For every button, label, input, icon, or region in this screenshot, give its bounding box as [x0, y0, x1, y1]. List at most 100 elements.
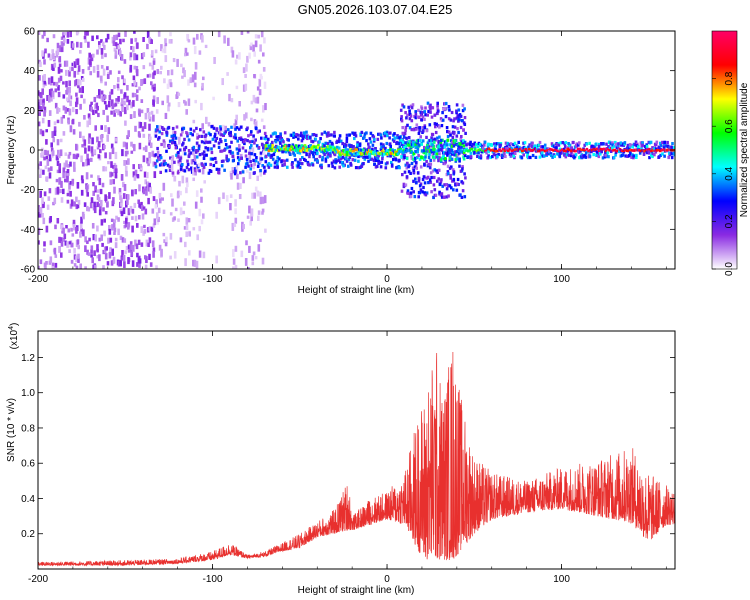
heatmap-cell [661, 140, 664, 144]
heatmap-cell [137, 199, 140, 204]
heatmap-cell [195, 260, 199, 269]
heatmap-cell [192, 148, 195, 156]
heatmap-cell [116, 83, 120, 89]
heatmap-cell [69, 181, 73, 185]
heatmap-cell [234, 133, 237, 137]
heatmap-cell [119, 208, 123, 213]
heatmap-cell [138, 258, 142, 264]
heatmap-cell [250, 208, 254, 217]
heatmap-cell [229, 149, 232, 153]
heatmap-cell [545, 152, 548, 156]
heatmap-cell [160, 44, 163, 52]
heatmap-cell [451, 179, 454, 183]
heatmap-cell [102, 68, 106, 76]
heatmap-cell [386, 133, 389, 137]
heatmap-cell [144, 145, 148, 152]
heatmap-cell [53, 130, 57, 136]
heatmap-cell [179, 207, 183, 216]
heatmap-cell [142, 133, 146, 138]
heatmap-cell [42, 217, 46, 225]
heatmap-cell [462, 139, 465, 143]
heatmap-cell [251, 192, 254, 199]
heatmap-cell [363, 135, 366, 139]
heatmap-cell [235, 85, 239, 90]
heatmap-cell [129, 114, 133, 120]
heatmap-cell [91, 223, 95, 229]
heatmap-cell [54, 224, 57, 230]
heatmap-cell [108, 100, 111, 108]
heatmap-cell [108, 152, 112, 160]
heatmap-cell [448, 156, 452, 160]
heatmap-cell [102, 109, 105, 115]
heatmap-cell [174, 207, 178, 212]
heatmap-cell [58, 236, 61, 243]
heatmap-cell [167, 102, 171, 107]
heatmap-cell [246, 31, 250, 34]
heatmap-cell [261, 196, 265, 204]
heatmap-cell [308, 163, 311, 167]
heatmap-cell [587, 149, 590, 153]
heatmap-cell [38, 240, 40, 245]
heatmap-cell [168, 144, 171, 149]
heatmap-cell [294, 135, 297, 139]
heatmap-cell [259, 171, 263, 177]
heatmap-cell [201, 35, 204, 43]
heatmap-cell [63, 162, 67, 170]
heatmap-cell [46, 37, 49, 43]
heatmap-cell [75, 109, 78, 115]
heatmap-cell [63, 233, 67, 239]
heatmap-cell [276, 138, 279, 142]
heatmap-cell [653, 147, 656, 151]
heatmap-cell [45, 225, 49, 233]
heatmap-cell [169, 82, 173, 88]
heatmap-cell [97, 175, 100, 181]
heatmap-cell [101, 182, 105, 188]
heatmap-cell [333, 130, 336, 134]
heatmap-cell [176, 91, 179, 99]
heatmap-cell [185, 217, 189, 225]
heatmap-cell [463, 172, 466, 176]
heatmap-cell [135, 243, 139, 250]
heatmap-cell [276, 163, 279, 167]
heatmap-cell [259, 44, 262, 52]
heatmap-cell [299, 158, 302, 162]
heatmap-cell [119, 38, 122, 45]
heatmap-cell [148, 116, 152, 122]
heatmap-cell [102, 207, 105, 212]
heatmap-cell [441, 184, 444, 188]
y-tick-label: 0 [29, 146, 35, 157]
heatmap-cell [396, 134, 399, 138]
heatmap-cell [330, 148, 333, 152]
heatmap-cell [250, 144, 253, 148]
heatmap-cell [38, 102, 40, 107]
heatmap-cell [500, 149, 503, 153]
heatmap-cell [292, 131, 296, 135]
heatmap-cell [514, 148, 517, 151]
heatmap-cell [409, 171, 412, 175]
heatmap-cell [173, 160, 176, 164]
heatmap-cell [538, 155, 542, 159]
heatmap-cell [64, 178, 67, 183]
heatmap-cell [197, 163, 201, 167]
heatmap-cell [181, 163, 184, 167]
heatmap-cell [80, 155, 83, 163]
heatmap-cell [291, 143, 295, 147]
heatmap-cell [72, 153, 76, 159]
heatmap-cell [148, 182, 151, 188]
heatmap-cell [239, 171, 242, 175]
heatmap-cell [540, 148, 543, 152]
heatmap-cell [433, 122, 437, 126]
heatmap-cell [173, 251, 177, 259]
heatmap-cell [288, 143, 291, 148]
heatmap-cell [577, 150, 581, 154]
heatmap-cell [246, 215, 250, 219]
heatmap-cell [259, 73, 263, 80]
heatmap-cell [351, 158, 355, 162]
heatmap-cell [611, 149, 615, 152]
heatmap-cell [276, 145, 279, 149]
heatmap-cell [389, 154, 392, 158]
heatmap-cell [336, 145, 339, 149]
heatmap-cell [461, 141, 465, 145]
x-tick-label: 0 [384, 574, 390, 585]
heatmap-cell [657, 155, 661, 159]
